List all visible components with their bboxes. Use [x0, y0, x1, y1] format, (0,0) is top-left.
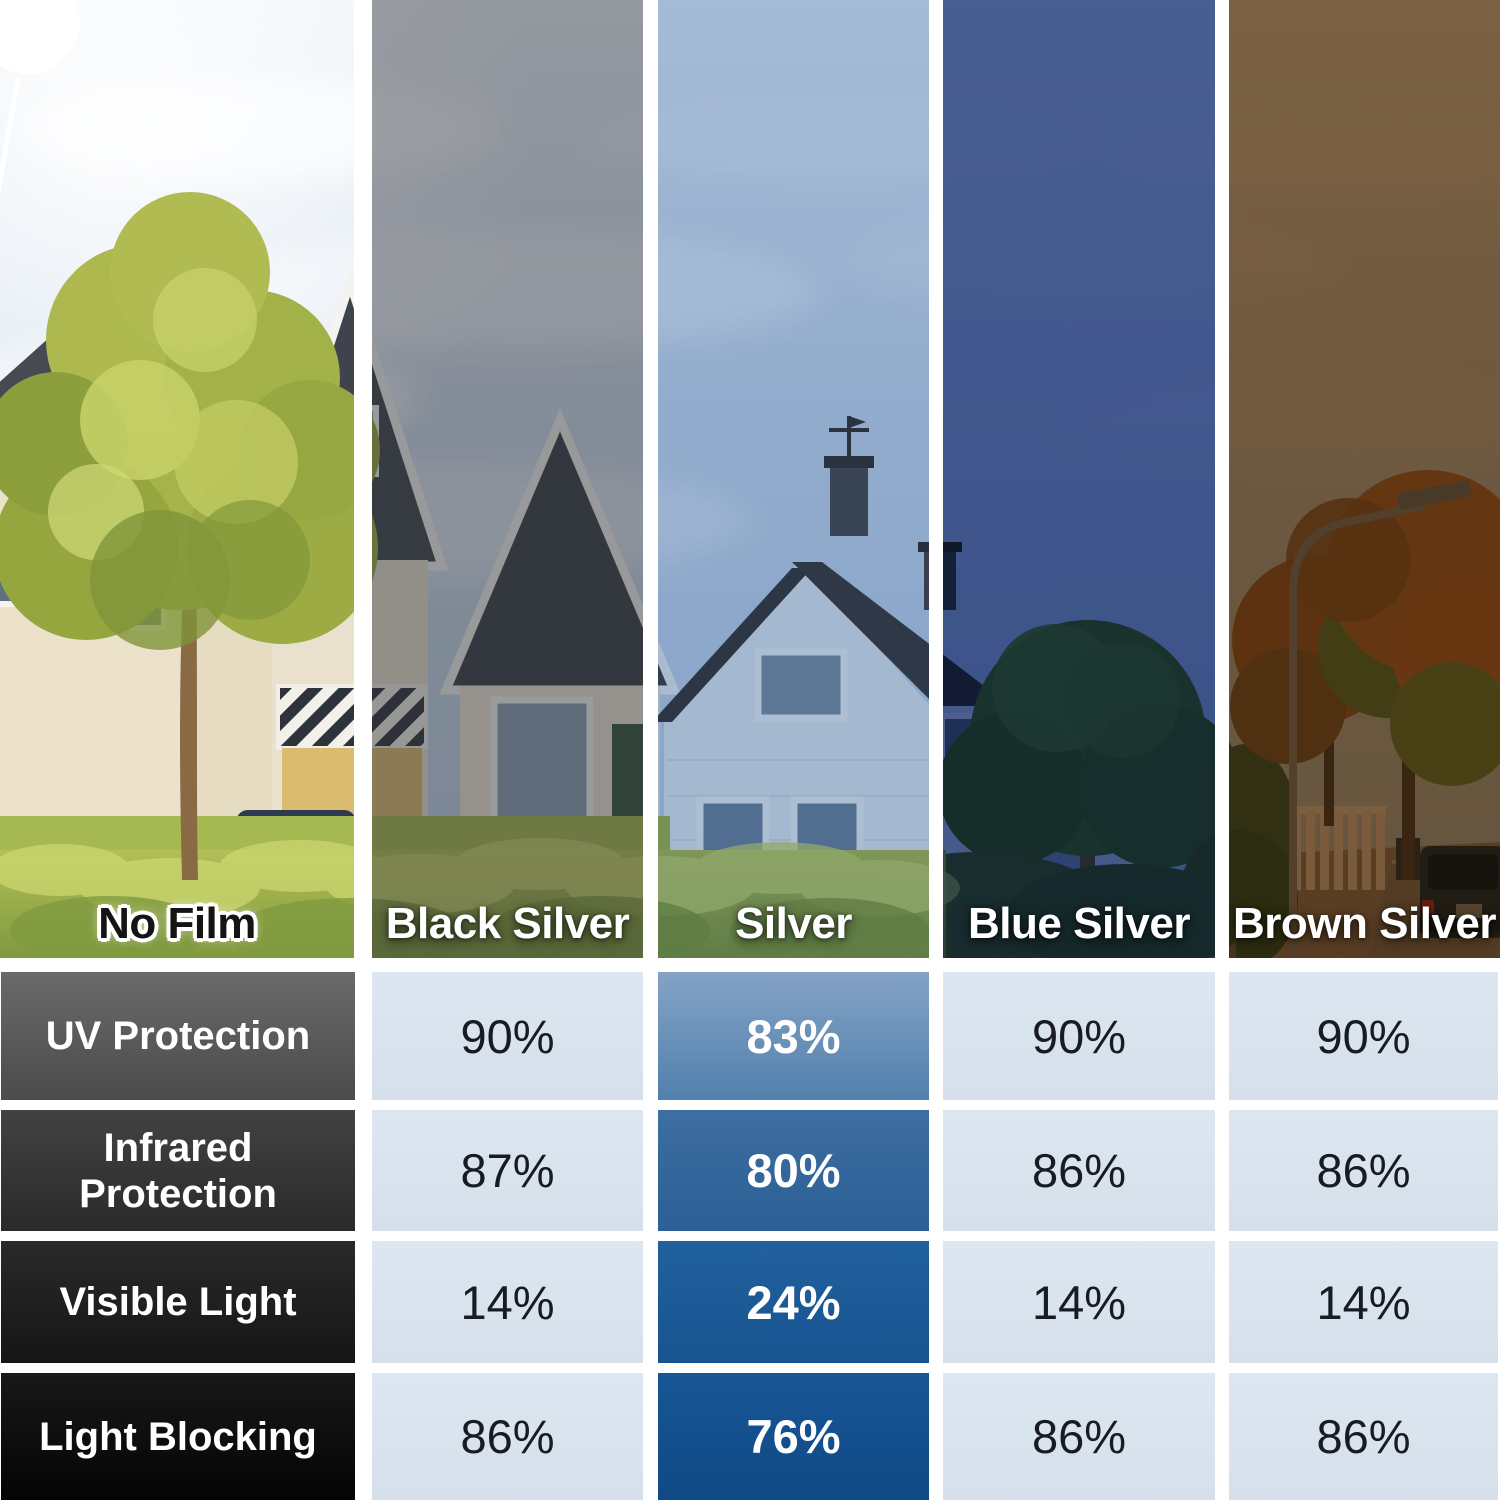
value-cell-silver-ir: 80% — [658, 1110, 929, 1231]
row-header-infrared-protection: Infrared Protection — [1, 1110, 355, 1231]
value-cell-blue-silver-vl: 14% — [943, 1241, 1215, 1363]
film-strip-label: Brown Silver — [1233, 899, 1496, 948]
value-cell-blue-silver-ir: 86% — [943, 1110, 1215, 1231]
row-header-visible-light: Visible Light — [1, 1241, 355, 1363]
film-strip-silver: Silver — [658, 0, 929, 958]
value-cell-blue-silver-lb: 86% — [943, 1373, 1215, 1500]
row-header-uv-protection: UV Protection — [1, 972, 355, 1100]
film-strip-no-film: No Film — [0, 0, 354, 958]
value-cell-silver-lb: 76% — [658, 1373, 929, 1500]
film-strip-label: No Film — [98, 899, 256, 948]
value-cell-blue-silver-uv: 90% — [943, 972, 1215, 1100]
film-strip-label: Blue Silver — [968, 899, 1190, 948]
value-cell-silver-vl: 24% — [658, 1241, 929, 1363]
value-cell-silver-uv: 83% — [658, 972, 929, 1100]
value-cell-brown-silver-vl: 14% — [1229, 1241, 1498, 1363]
value-cell-brown-silver-ir: 86% — [1229, 1110, 1498, 1231]
value-cell-black-silver-lb: 86% — [372, 1373, 643, 1500]
value-cell-brown-silver-uv: 90% — [1229, 972, 1498, 1100]
value-cell-black-silver-ir: 87% — [372, 1110, 643, 1231]
film-strip-black-silver: Black Silver — [372, 0, 643, 958]
value-cell-black-silver-uv: 90% — [372, 972, 643, 1100]
value-cell-brown-silver-lb: 86% — [1229, 1373, 1498, 1500]
film-strip-label: Black Silver — [385, 899, 630, 948]
row-header-light-blocking: Light Blocking — [1, 1373, 355, 1500]
film-strip-brown-silver: Brown Silver — [1229, 0, 1500, 958]
film-strip-label: Silver — [735, 899, 852, 948]
value-cell-black-silver-vl: 14% — [372, 1241, 643, 1363]
film-strip-blue-silver: Blue Silver — [943, 0, 1215, 958]
